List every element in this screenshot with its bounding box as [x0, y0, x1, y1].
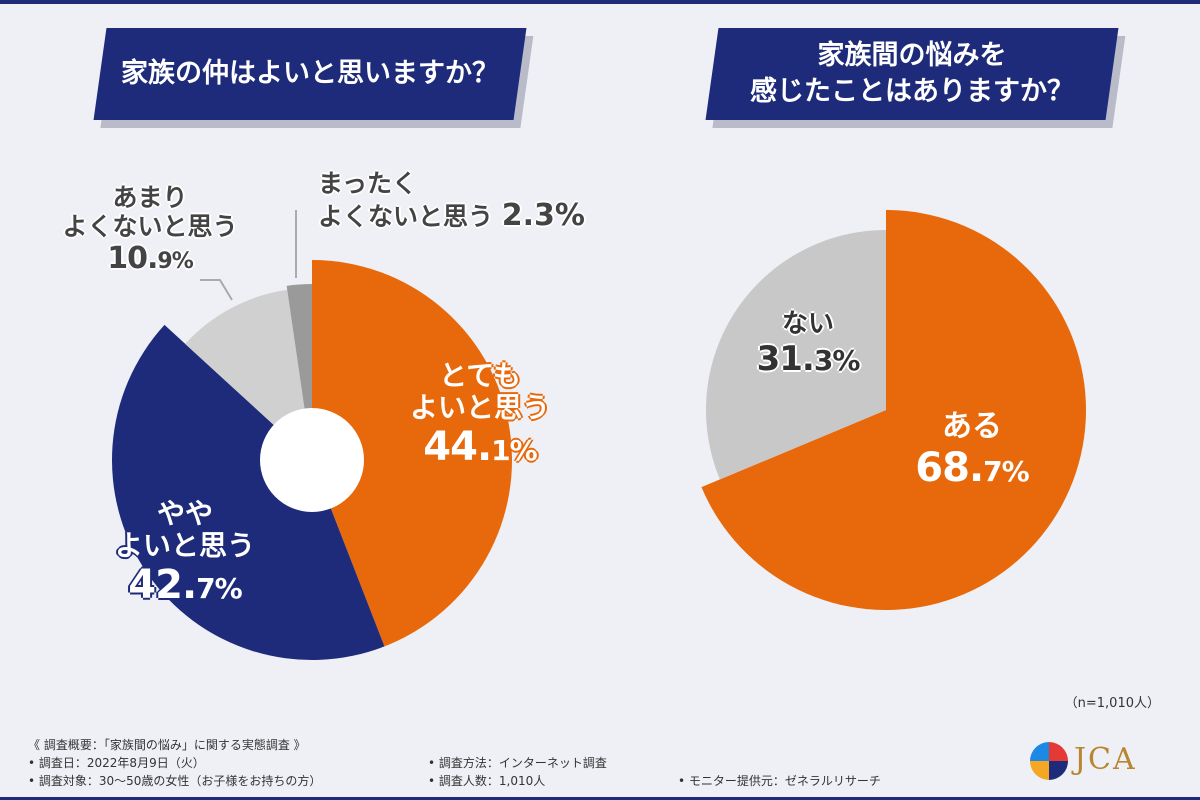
label-aru-percent: 68.7% [915, 444, 1029, 491]
label-totemo-percent: 44.1% [423, 424, 537, 471]
label-yaya-line1: やや [156, 497, 213, 530]
label-totemo-line2: よいと思う [410, 391, 551, 425]
label-mattaku: まったく よくないと思う 2.3% [318, 169, 588, 233]
donut-hole [260, 408, 364, 512]
label-totemo: とても よいと思う 44.1% [410, 359, 551, 471]
pie-slice-1 [312, 260, 513, 647]
label-aru-line1: ある [942, 409, 1002, 444]
logo-text: JCA [1074, 742, 1137, 777]
top-border [0, 0, 1200, 4]
sample-size: （n=1,010人） [1064, 696, 1160, 711]
label-aru: ある 68.7% [902, 409, 1042, 491]
label-yaya-percent: 42.7% [128, 562, 242, 609]
pie-slice-2 [111, 324, 385, 660]
pie-chart-family-worries [701, 210, 1086, 610]
label-yaya: やや よいと思う 42.7% [100, 497, 270, 609]
footer-survey-count: • 調査人数：1,010人 [428, 774, 546, 788]
label-mattaku-percent: 2.3% [501, 197, 585, 233]
label-nai-percent: 31.3% [756, 338, 861, 379]
label-amari-line1: あまり [112, 183, 188, 212]
pie-slice-1 [701, 210, 1086, 610]
pie-slice-2 [705, 230, 886, 480]
footer-survey-title: 《 調査概要：「家族間の悩み」に関する実態調査 》 [28, 738, 306, 752]
label-amari-percent: 10.9% [107, 240, 194, 276]
label-mattaku-line2: よくないと思う [318, 201, 494, 231]
logo-mark-icon [1030, 742, 1068, 780]
footer-survey-date: • 調査日：2022年8月9日（火） [28, 756, 205, 770]
label-amari: あまり よくないと思う 10.9% [60, 183, 240, 276]
bottom-border [0, 797, 1200, 800]
label-nai-line1: ない [781, 309, 834, 339]
label-totemo-line1: とても [439, 359, 521, 392]
leader-lines [200, 210, 297, 301]
label-mattaku-line1: まったく [318, 169, 418, 198]
jca-logo: JCA [1030, 740, 1170, 784]
label-nai: ない 31.3% [748, 309, 868, 379]
pie-slice-3 [185, 289, 312, 460]
footer-monitor-source: • モニター提供元：ゼネラルリサーチ [678, 774, 881, 788]
footer-survey-target: • 調査対象：30〜50歳の女性（お子様をお持ちの方） [28, 774, 322, 788]
footer-survey-method: • 調査方法：インターネット調査 [428, 756, 607, 770]
leader-line-amari [200, 279, 233, 301]
pie-chart-family-relationship [111, 260, 513, 660]
label-amari-line2: よくないと思う [62, 211, 238, 241]
label-yaya-line2: よいと思う [114, 529, 255, 563]
